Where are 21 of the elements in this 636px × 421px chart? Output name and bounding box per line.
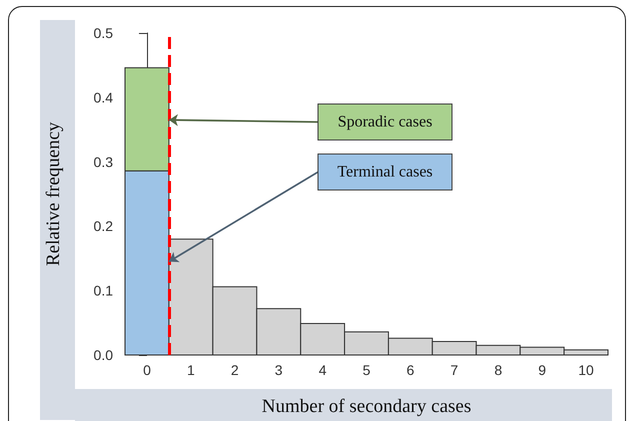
annotation: Sporadic cases [338, 114, 432, 130]
x-tick-label: 4 [318, 362, 327, 378]
x-tick-label: 10 [578, 362, 594, 378]
y-tick-label: 0.1 [94, 282, 114, 299]
x-tick-label: 7 [450, 362, 458, 378]
y-tick-label: 0.4 [94, 89, 114, 106]
y-tick-label: 0.3 [94, 154, 114, 170]
x-tick-label: 2 [230, 362, 239, 378]
x-tick-label: 0 [143, 362, 152, 378]
y-tick-label: 0.0 [94, 347, 114, 363]
x-tick-label: 6 [406, 362, 415, 378]
x-tick-label: 3 [274, 362, 283, 378]
y-axis-title: Relative frequency [43, 121, 64, 266]
x-tick-label: 1 [186, 362, 195, 378]
y-tick-label: 0.2 [94, 218, 114, 234]
x-tick-label: 8 [494, 362, 502, 378]
annotation: Terminal cases [337, 164, 433, 180]
x-axis-title: Number of secondary cases [262, 396, 472, 417]
x-tick-label: 9 [538, 362, 546, 378]
y-tick-label: 0.5 [94, 25, 114, 41]
x-tick-label: 5 [362, 362, 371, 378]
